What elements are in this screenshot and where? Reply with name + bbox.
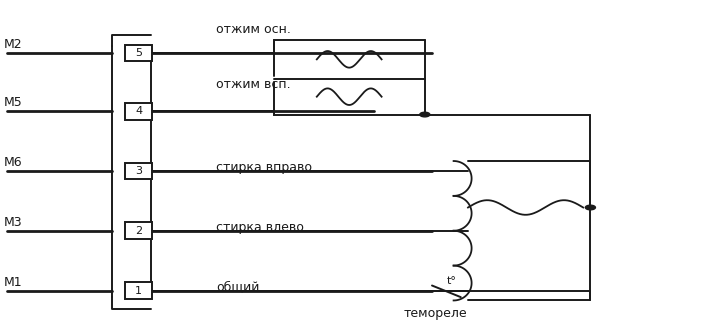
Text: 1: 1 xyxy=(135,286,142,295)
Circle shape xyxy=(585,205,595,210)
Text: общий: общий xyxy=(216,281,259,294)
Text: стирка вправо: стирка вправо xyxy=(216,161,312,174)
Text: М2: М2 xyxy=(4,38,22,51)
Text: t°: t° xyxy=(446,276,456,286)
Text: М6: М6 xyxy=(4,156,22,169)
FancyBboxPatch shape xyxy=(125,163,152,179)
FancyBboxPatch shape xyxy=(125,103,152,120)
Text: 3: 3 xyxy=(135,166,142,176)
FancyBboxPatch shape xyxy=(125,282,152,299)
Circle shape xyxy=(420,112,430,117)
Text: стирка влево: стирка влево xyxy=(216,221,304,234)
Text: отжим осн.: отжим осн. xyxy=(216,23,291,37)
Text: М5: М5 xyxy=(4,96,22,110)
Text: М3: М3 xyxy=(4,216,22,229)
Text: темореле: темореле xyxy=(403,307,467,320)
Text: 2: 2 xyxy=(135,226,142,236)
FancyBboxPatch shape xyxy=(125,45,152,61)
Text: отжим всп.: отжим всп. xyxy=(216,78,291,91)
Text: М1: М1 xyxy=(4,276,22,289)
Text: 5: 5 xyxy=(135,48,142,58)
Text: 4: 4 xyxy=(135,106,142,116)
FancyBboxPatch shape xyxy=(125,222,152,239)
